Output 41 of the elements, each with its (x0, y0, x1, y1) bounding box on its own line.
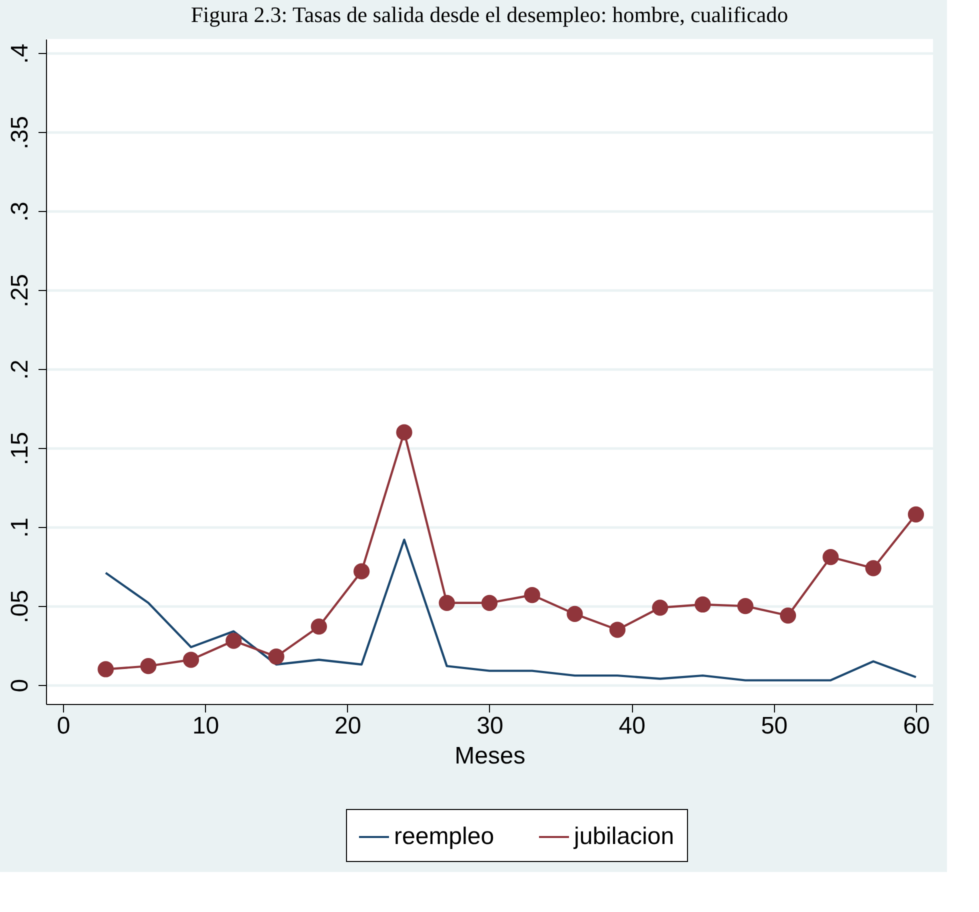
point (481, 594, 498, 611)
legend-label: reempleo (394, 823, 494, 850)
y-tick-label: .3 (6, 202, 34, 222)
y-tick-label: .2 (6, 360, 34, 380)
x-tick-label: 10 (192, 712, 220, 740)
legend-label: jubilacion (573, 823, 674, 850)
point (226, 632, 242, 649)
point (182, 652, 200, 668)
y-tick-label: .1 (6, 518, 34, 538)
point (566, 606, 583, 622)
y-tick-label: 0 (6, 678, 34, 692)
y-tick-label: .4 (6, 44, 34, 64)
y-tick-label: .05 (6, 590, 34, 624)
point (268, 648, 284, 665)
y-tick-label: .15 (6, 432, 34, 466)
point (737, 598, 754, 614)
point (780, 608, 796, 624)
point (524, 586, 540, 604)
chart-title: Figura 2.3: Tasas de salida desde el desempleo: hombre, cualificado (190, 2, 788, 27)
x-axis-title: Meses (454, 742, 526, 770)
y-tick-label: .25 (6, 274, 34, 308)
y-tick-label: .35 (6, 116, 34, 150)
point (310, 618, 327, 635)
x-tick-label: 60 (903, 712, 930, 740)
point (396, 424, 412, 440)
x-tick-label: 0 (56, 712, 70, 740)
x-tick-label: 30 (476, 712, 504, 740)
x-tick-label: 40 (618, 712, 646, 740)
point (865, 560, 882, 576)
point (652, 600, 668, 616)
point (98, 661, 114, 678)
point (908, 506, 924, 522)
point (822, 549, 839, 566)
line-series (104, 538, 918, 682)
point (694, 596, 711, 613)
point (354, 563, 370, 580)
point (438, 594, 455, 611)
x-tick-label: 20 (334, 712, 362, 740)
point (140, 658, 156, 674)
x-tick-label: 50 (760, 712, 788, 740)
point (609, 622, 626, 638)
